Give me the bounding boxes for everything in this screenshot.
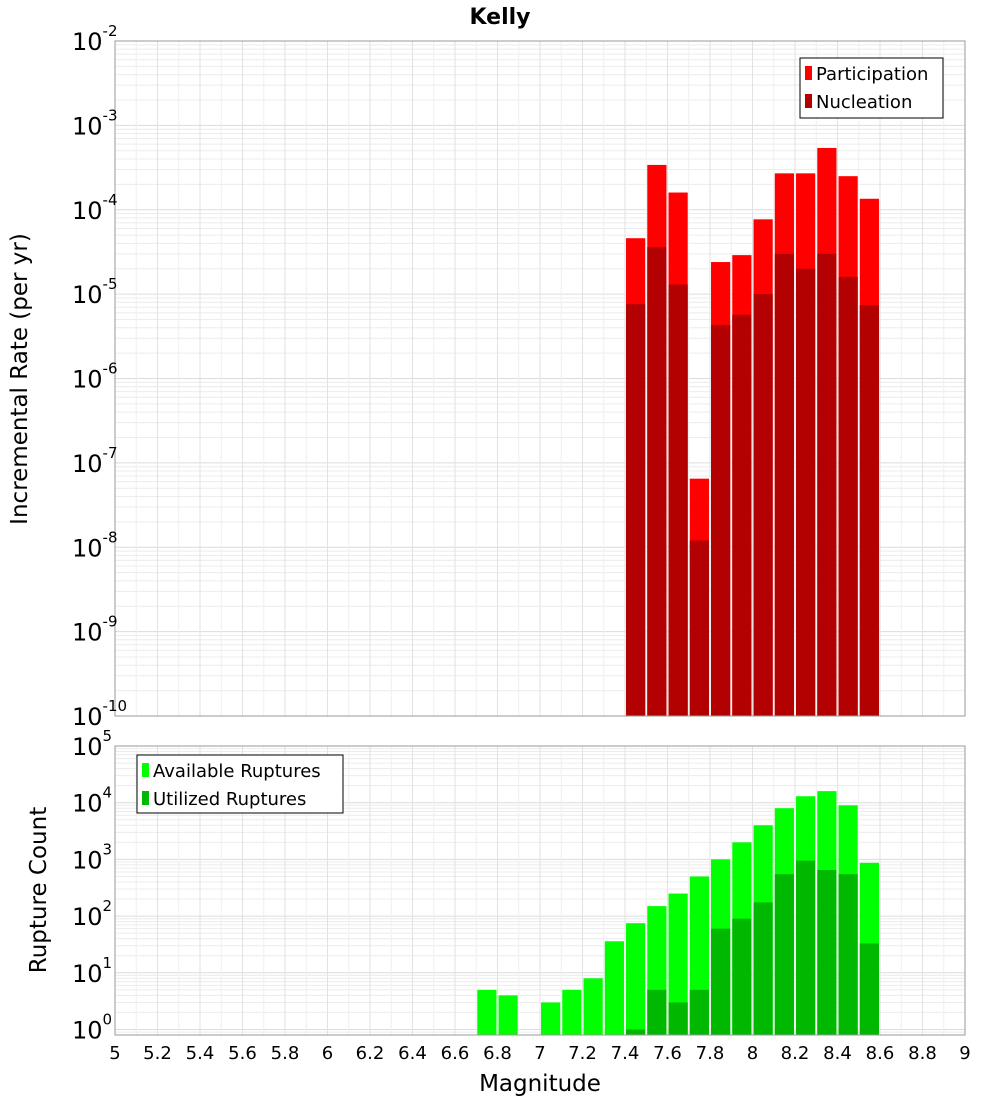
bottom-plot-area: 100 101 102 103 104 105 Available Ruptures Util… bbox=[72, 727, 966, 1045]
bar bbox=[647, 989, 667, 1035]
x-tick-label: 5.6 bbox=[228, 1043, 257, 1064]
y-tick-label: 10-5 bbox=[72, 275, 118, 309]
y-tick-label: 10-7 bbox=[72, 444, 118, 478]
bar bbox=[774, 874, 794, 1035]
x-tick-label: 6 bbox=[322, 1043, 333, 1064]
x-tick-label: 7.6 bbox=[653, 1043, 682, 1064]
x-tick-label: 8.2 bbox=[781, 1043, 810, 1064]
y-tick-label: 100 bbox=[72, 1011, 112, 1045]
bar bbox=[626, 923, 646, 1035]
x-tick-label: 7.4 bbox=[611, 1043, 640, 1064]
x-tick-label: 7.8 bbox=[696, 1043, 725, 1064]
bar bbox=[689, 989, 709, 1035]
legend-swatch bbox=[805, 94, 812, 108]
legend-swatch bbox=[142, 791, 149, 805]
bar bbox=[711, 928, 731, 1035]
legend-swatch bbox=[142, 763, 149, 777]
x-axis-label: Magnitude bbox=[479, 1071, 601, 1097]
y-tick-label: 104 bbox=[72, 784, 112, 818]
legend: Participation Nucleation bbox=[799, 57, 944, 119]
x-tick-label: 6.2 bbox=[356, 1043, 385, 1064]
x-tick-label: 8 bbox=[747, 1043, 758, 1064]
bar bbox=[838, 276, 858, 716]
bar bbox=[817, 870, 837, 1035]
y-tick-label: 10-2 bbox=[72, 22, 118, 56]
bar bbox=[626, 304, 646, 716]
bar bbox=[647, 247, 667, 716]
bar bbox=[859, 943, 879, 1035]
x-tick-label: 8.4 bbox=[823, 1043, 852, 1064]
bar bbox=[859, 305, 879, 716]
y-tick-label: 10-6 bbox=[72, 360, 118, 394]
x-tick-label: 5 bbox=[109, 1043, 120, 1064]
legend-label: Available Ruptures bbox=[153, 761, 321, 782]
bar bbox=[711, 325, 731, 716]
x-tick-label: 6.8 bbox=[483, 1043, 512, 1064]
y-tick-label: 103 bbox=[72, 840, 112, 874]
bar bbox=[541, 1002, 561, 1035]
x-tick-label: 5.8 bbox=[271, 1043, 300, 1064]
bar bbox=[796, 860, 816, 1035]
y-tick-label: 105 bbox=[72, 727, 112, 761]
series-utilized-ruptures bbox=[626, 860, 879, 1035]
bar bbox=[668, 1002, 688, 1035]
bar bbox=[668, 284, 688, 716]
x-tick-label: 6.4 bbox=[398, 1043, 427, 1064]
top-y-axis-label: Incremental Rate (per yr) bbox=[7, 233, 33, 525]
grid bbox=[114, 41, 966, 717]
x-tick-label: 8.6 bbox=[866, 1043, 895, 1064]
x-tick-label: 7 bbox=[534, 1043, 545, 1064]
x-tick-label: 6.6 bbox=[441, 1043, 470, 1064]
y-tick-label: 101 bbox=[72, 954, 112, 988]
bar bbox=[753, 902, 773, 1035]
bar bbox=[689, 540, 709, 716]
legend-label: Nucleation bbox=[816, 92, 912, 113]
bar bbox=[774, 253, 794, 716]
legend-label: Participation bbox=[816, 64, 928, 85]
bar bbox=[753, 294, 773, 716]
bar bbox=[732, 314, 752, 716]
bottom-y-axis-label: Rupture Count bbox=[26, 807, 52, 973]
x-axis-ticks: 5 5.2 5.4 5.6 5.8 6 6.2 6.4 6.6 6.8 7 7.2 7.4 7.6 7.8 8… bbox=[109, 1043, 970, 1064]
bar bbox=[668, 893, 688, 1035]
bar bbox=[604, 941, 624, 1035]
chart-title: Kelly bbox=[469, 5, 530, 30]
bar bbox=[562, 989, 582, 1035]
bar bbox=[796, 268, 816, 716]
x-tick-label: 8.8 bbox=[908, 1043, 937, 1064]
legend: Available Ruptures Utilized Ruptures bbox=[136, 754, 344, 814]
bar bbox=[498, 995, 518, 1035]
y-tick-label: 10-8 bbox=[72, 528, 118, 562]
series-nucleation bbox=[626, 247, 879, 716]
bar bbox=[626, 1029, 646, 1035]
x-tick-label: 9 bbox=[959, 1043, 970, 1064]
bar bbox=[817, 253, 837, 716]
bar bbox=[477, 989, 497, 1035]
bar bbox=[838, 874, 858, 1035]
x-tick-label: 5.2 bbox=[143, 1043, 172, 1064]
top-plot-area: 10-10 10-9 10-8 10-7 10-6 10-5 10-4 10-3 10-2 Par… bbox=[72, 22, 966, 731]
x-tick-label: 5.4 bbox=[186, 1043, 215, 1064]
x-tick-label: 7.2 bbox=[568, 1043, 597, 1064]
y-tick-label: 10-9 bbox=[72, 613, 118, 647]
bar bbox=[583, 978, 603, 1035]
y-tick-label: 10-10 bbox=[72, 697, 127, 731]
legend-label: Utilized Ruptures bbox=[153, 789, 306, 810]
bar bbox=[732, 918, 752, 1035]
y-tick-label: 102 bbox=[72, 897, 112, 931]
y-tick-label: 10-4 bbox=[72, 191, 118, 225]
y-tick-label: 10-3 bbox=[72, 106, 118, 140]
legend-swatch bbox=[805, 66, 812, 80]
